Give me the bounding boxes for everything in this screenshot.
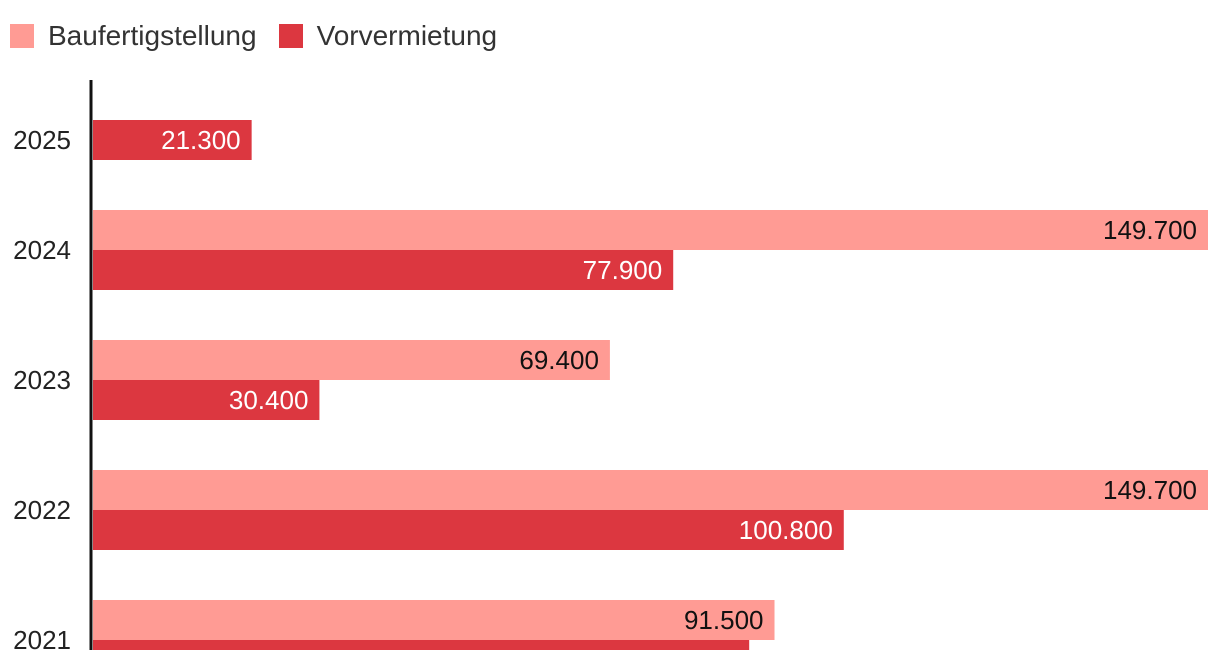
data-label-baufertigstellung-2024: 149.700 (1103, 215, 1197, 245)
data-label-vorvermietung-2023: 30.400 (229, 385, 309, 415)
bar-vorvermietung-2024 (93, 250, 674, 290)
data-label-vorvermietung-2021: 88.100 (659, 645, 739, 650)
legend-label-baufertigstellung: Baufertigstellung (48, 20, 257, 51)
data-label-baufertigstellung-2023: 69.400 (519, 345, 599, 375)
legend-swatch-baufertigstellung (10, 24, 34, 48)
bar-baufertigstellung-2024 (93, 210, 1208, 250)
bar-baufertigstellung-2023 (93, 340, 610, 380)
category-label-2021: 2021 (13, 625, 71, 650)
bar-vorvermietung-2022 (93, 510, 844, 550)
bar-baufertigstellung-2021 (93, 600, 775, 640)
data-label-vorvermietung-2022: 100.800 (739, 515, 833, 545)
bar-baufertigstellung-2022 (93, 470, 1208, 510)
category-label-2025: 2025 (13, 125, 71, 155)
bar-vorvermietung-2021 (93, 640, 750, 650)
legend-label-vorvermietung: Vorvermietung (316, 20, 498, 51)
chart-legend: Baufertigstellung Vorvermietung (10, 18, 519, 54)
category-label-2023: 2023 (13, 365, 71, 395)
legend-item-vorvermietung[interactable]: Vorvermietung (278, 20, 498, 52)
data-label-vorvermietung-2025: 21.300 (161, 125, 241, 155)
legend-swatch-vorvermietung (278, 24, 303, 48)
bar-vorvermietung-2023 (93, 380, 320, 420)
category-label-2024: 2024 (13, 235, 71, 265)
legend-item-baufertigstellung[interactable]: Baufertigstellung (10, 20, 257, 52)
bar-vorvermietung-2025 (93, 120, 252, 160)
data-label-baufertigstellung-2021: 91.500 (684, 605, 764, 635)
category-label-2022: 2022 (13, 495, 71, 525)
data-label-vorvermietung-2024: 77.900 (583, 255, 663, 285)
data-label-baufertigstellung-2022: 149.700 (1103, 475, 1197, 505)
